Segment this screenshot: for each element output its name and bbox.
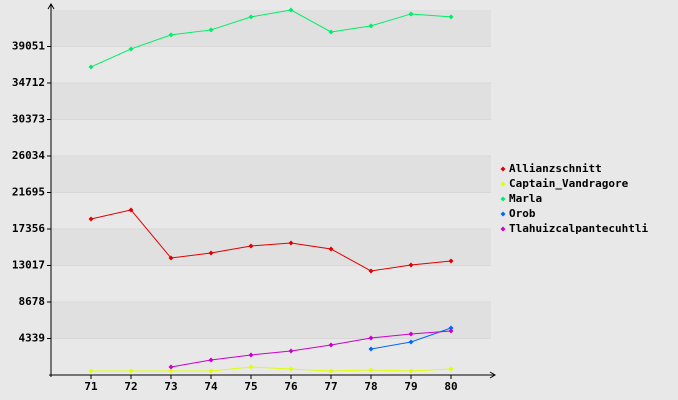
band xyxy=(51,265,491,302)
point xyxy=(248,14,254,20)
x-tick-label: 72 xyxy=(124,380,137,393)
point xyxy=(208,357,214,363)
legend-label: Tlahuizcalpantecuhtli xyxy=(509,222,648,235)
y-axis-arrow xyxy=(47,3,55,10)
band xyxy=(51,46,491,83)
band xyxy=(51,119,491,156)
point xyxy=(448,328,454,334)
y-tick-label: 13017 xyxy=(12,259,45,272)
legend-label: Marla xyxy=(509,192,542,205)
y-tick-label: 21695 xyxy=(12,186,45,199)
x-tick-label: 80 xyxy=(444,380,457,393)
point xyxy=(88,216,94,222)
y-tick-label: 8678 xyxy=(19,295,46,308)
point xyxy=(128,368,134,374)
point xyxy=(88,368,94,374)
point xyxy=(448,258,454,264)
x-tick-label: 79 xyxy=(404,380,417,393)
point xyxy=(408,339,414,345)
point xyxy=(408,11,414,17)
point xyxy=(208,368,214,374)
point xyxy=(168,255,174,261)
point xyxy=(288,366,294,372)
x-tick-label: 73 xyxy=(164,380,177,393)
point xyxy=(208,27,214,33)
y-tick-label: 4339 xyxy=(19,332,46,345)
point xyxy=(368,346,374,352)
band xyxy=(51,338,491,375)
point xyxy=(248,364,254,370)
x-tick-label: 75 xyxy=(244,380,257,393)
y-tick-label: 26034 xyxy=(12,149,45,162)
band xyxy=(51,192,491,229)
point xyxy=(128,207,134,213)
legend-label: Captain_Vandragore xyxy=(509,177,629,190)
point xyxy=(448,366,454,372)
point xyxy=(288,7,294,13)
point xyxy=(288,348,294,354)
point xyxy=(448,14,454,20)
point xyxy=(368,268,374,274)
x-tick-label: 78 xyxy=(364,380,377,393)
point xyxy=(248,243,254,249)
point xyxy=(408,262,414,268)
point xyxy=(248,352,254,358)
band xyxy=(51,10,491,47)
legend-label: Allianzschnitt xyxy=(509,162,602,175)
y-tick-label: 34712 xyxy=(12,76,45,89)
point xyxy=(288,240,294,246)
point xyxy=(168,368,174,374)
point xyxy=(88,64,94,70)
point xyxy=(368,335,374,341)
y-tick-label: 17356 xyxy=(12,222,45,235)
legend-marker xyxy=(500,196,506,202)
legend-marker xyxy=(500,166,506,172)
x-tick-label: 71 xyxy=(84,380,98,393)
point xyxy=(408,331,414,337)
y-tick-label: 39051 xyxy=(12,40,45,53)
point xyxy=(328,342,334,348)
point xyxy=(368,23,374,29)
point xyxy=(208,250,214,256)
point xyxy=(128,46,134,52)
series-line xyxy=(90,9,452,68)
point xyxy=(328,29,334,35)
legend-marker xyxy=(500,226,506,232)
series-line xyxy=(91,366,452,372)
point xyxy=(328,246,334,252)
band xyxy=(51,83,491,120)
band xyxy=(51,229,491,266)
x-tick-label: 74 xyxy=(204,380,218,393)
band xyxy=(51,302,491,339)
band xyxy=(51,156,491,193)
point xyxy=(168,32,174,38)
y-tick-label: 30373 xyxy=(12,113,45,126)
series-line xyxy=(90,209,452,272)
point xyxy=(328,368,334,374)
point xyxy=(448,325,454,331)
point xyxy=(368,367,374,373)
x-tick-label: 77 xyxy=(324,380,337,393)
series-line xyxy=(170,330,452,368)
point xyxy=(168,364,174,370)
legend-label: Orob xyxy=(509,207,536,220)
x-tick-label: 76 xyxy=(284,380,298,393)
legend-marker xyxy=(500,181,506,187)
legend-marker xyxy=(500,211,506,217)
point xyxy=(408,368,414,374)
x-axis-arrow xyxy=(489,371,496,379)
